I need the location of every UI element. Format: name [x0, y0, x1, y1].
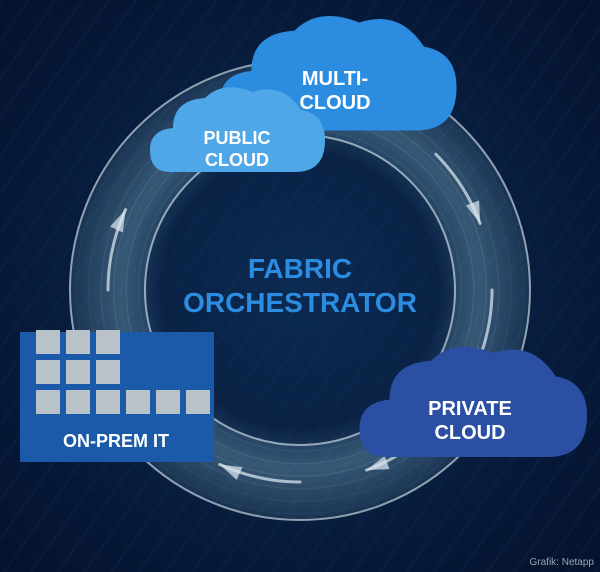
onprem-block-icon — [36, 360, 60, 384]
onprem-block-icon — [66, 360, 90, 384]
onprem-block-icon — [66, 390, 90, 414]
onprem-block-icon — [96, 330, 120, 354]
diagram-canvas: FABRICORCHESTRATORMULTI-CLOUDPUBLICCLOUD… — [0, 0, 600, 572]
public-cloud-label: PUBLICCLOUD — [204, 128, 271, 170]
onprem-block-icon — [156, 390, 180, 414]
onprem-block-icon — [36, 330, 60, 354]
onprem-block-icon — [66, 330, 90, 354]
onprem-block-icon — [96, 360, 120, 384]
onprem-block-icon — [96, 390, 120, 414]
onprem-block-icon — [186, 390, 210, 414]
onprem-label: ON-PREM IT — [63, 431, 169, 451]
image-credit: Grafik: Netapp — [530, 557, 594, 568]
onprem-block-icon — [126, 390, 150, 414]
onprem-block-icon — [36, 390, 60, 414]
